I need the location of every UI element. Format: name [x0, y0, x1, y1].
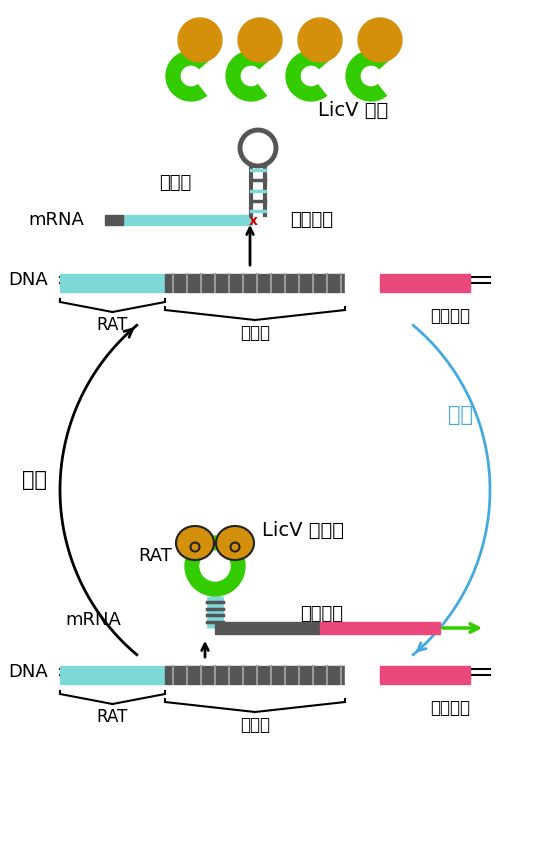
- Text: LicV 单体: LicV 单体: [318, 100, 388, 119]
- Bar: [380, 666, 470, 684]
- Bar: [60, 666, 165, 684]
- Circle shape: [178, 18, 222, 62]
- Text: DNA: DNA: [8, 271, 48, 289]
- Bar: [123, 215, 252, 225]
- Bar: [60, 274, 165, 292]
- Bar: [345, 274, 380, 292]
- Circle shape: [200, 551, 230, 581]
- Text: RAT: RAT: [97, 316, 128, 334]
- Text: x: x: [249, 214, 257, 228]
- Text: 转录延长: 转录延长: [300, 605, 343, 623]
- Bar: [345, 666, 380, 684]
- Bar: [165, 274, 345, 292]
- Circle shape: [358, 18, 402, 62]
- Text: mRNA: mRNA: [65, 611, 121, 629]
- Text: RAT: RAT: [138, 547, 172, 565]
- Text: LicV 二聚体: LicV 二聚体: [262, 521, 344, 540]
- Bar: [380, 274, 470, 292]
- Text: RAT: RAT: [97, 708, 128, 726]
- Text: DNA: DNA: [8, 663, 48, 681]
- Text: mRNA: mRNA: [28, 211, 84, 229]
- Circle shape: [298, 18, 342, 62]
- Text: 终止子: 终止子: [240, 324, 270, 342]
- Text: 报告基因: 报告基因: [430, 307, 470, 325]
- Text: 蓝光: 蓝光: [448, 405, 473, 425]
- Bar: [215, 622, 320, 634]
- Text: 报告基因: 报告基因: [430, 699, 470, 717]
- Text: 转录终止: 转录终止: [290, 211, 333, 229]
- Bar: [320, 622, 440, 634]
- Bar: [165, 666, 345, 684]
- Circle shape: [238, 18, 282, 62]
- Circle shape: [185, 536, 245, 596]
- Ellipse shape: [216, 526, 254, 560]
- Text: 终止子: 终止子: [240, 716, 270, 734]
- Text: 黑暗: 黑暗: [22, 470, 47, 490]
- Text: 终止子: 终止子: [159, 174, 191, 192]
- Ellipse shape: [176, 526, 214, 560]
- Bar: [105, 215, 123, 225]
